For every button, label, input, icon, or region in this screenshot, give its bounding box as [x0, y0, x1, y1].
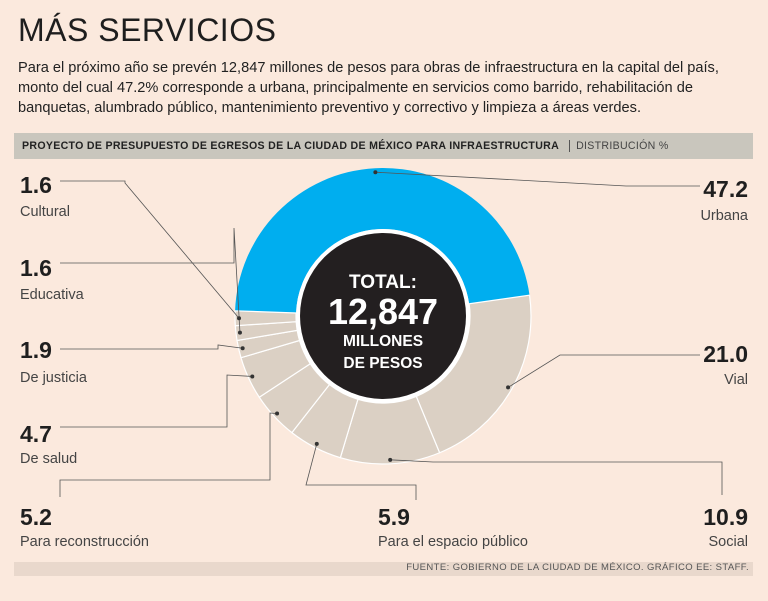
center-disc [300, 233, 466, 399]
chart-header-bar: PROYECTO DE PRESUPUESTO DE EGRESOS DE LA… [14, 133, 753, 159]
value-label-educativa: 1.6 [20, 255, 52, 281]
center-total-label: TOTAL: [349, 272, 417, 293]
leader-line-para-el-espacio-publico [305, 443, 417, 500]
value-label-para-el-espacio-publico: 5.9 [378, 504, 410, 530]
footer-bar: FUENTE: GOBIERNO DE LA CIUDAD DE MÉXICO.… [14, 562, 753, 576]
center-total-value: 12,847 [328, 291, 438, 332]
source-note: FUENTE: GOBIERNO DE LA CIUDAD DE MÉXICO.… [406, 562, 749, 573]
value-label-cultural: 1.6 [20, 172, 52, 198]
chart-subtitle: DISTRIBUCIÓN % [569, 140, 669, 152]
leader-line-para-reconstruccion [59, 412, 278, 497]
category-label-para-el-espacio-publico: Para el espacio público [378, 534, 528, 550]
center-unit-line2: DE PESOS [343, 355, 422, 372]
leader-dot-vial [506, 385, 511, 390]
category-label-urbana: Urbana [700, 208, 748, 224]
category-label-de-salud: De salud [20, 451, 77, 467]
intro-text: Para el próximo año se prevén 12,847 mil… [18, 60, 719, 116]
value-label-social: 10.9 [703, 504, 748, 530]
leader-dot-para-reconstruccion [275, 411, 280, 416]
leader-dot-de-justicia [240, 346, 245, 351]
leader-line-social [390, 459, 723, 495]
value-label-de-salud: 4.7 [20, 421, 52, 447]
leader-line-urbana [375, 171, 700, 187]
page-title: MÁS SERVICIOS [18, 12, 277, 48]
leader-dot-urbana [373, 170, 378, 175]
category-label-vial: Vial [724, 372, 748, 388]
leader-dot-cultural [237, 316, 242, 321]
value-label-urbana: 47.2 [703, 176, 748, 202]
slice-urbana [235, 168, 530, 313]
leader-line-de-salud [60, 374, 253, 428]
leader-line-cultural [60, 180, 240, 319]
center-unit-line1: MILLONES [343, 333, 423, 350]
leader-dot-para-el-espacio-publico [314, 441, 319, 446]
leader-dot-educativa [237, 330, 242, 335]
category-label-para-reconstruccion: Para reconstrucción [20, 534, 149, 550]
value-label-vial: 21.0 [703, 341, 748, 367]
category-label-social: Social [709, 534, 749, 550]
leader-line-de-justicia [60, 344, 243, 350]
category-label-educativa: Educativa [20, 287, 85, 303]
category-label-de-justicia: De justicia [20, 370, 88, 386]
leader-line-educativa [60, 227, 241, 333]
leader-dot-de-salud [250, 374, 255, 379]
value-label-para-reconstruccion: 5.2 [20, 504, 52, 530]
leader-line-vial [507, 354, 700, 388]
chart-title: PROYECTO DE PRESUPUESTO DE EGRESOS DE LA… [22, 140, 560, 152]
leader-dot-social [388, 457, 393, 462]
category-label-cultural: Cultural [20, 204, 70, 220]
value-label-de-justicia: 1.9 [20, 337, 52, 363]
